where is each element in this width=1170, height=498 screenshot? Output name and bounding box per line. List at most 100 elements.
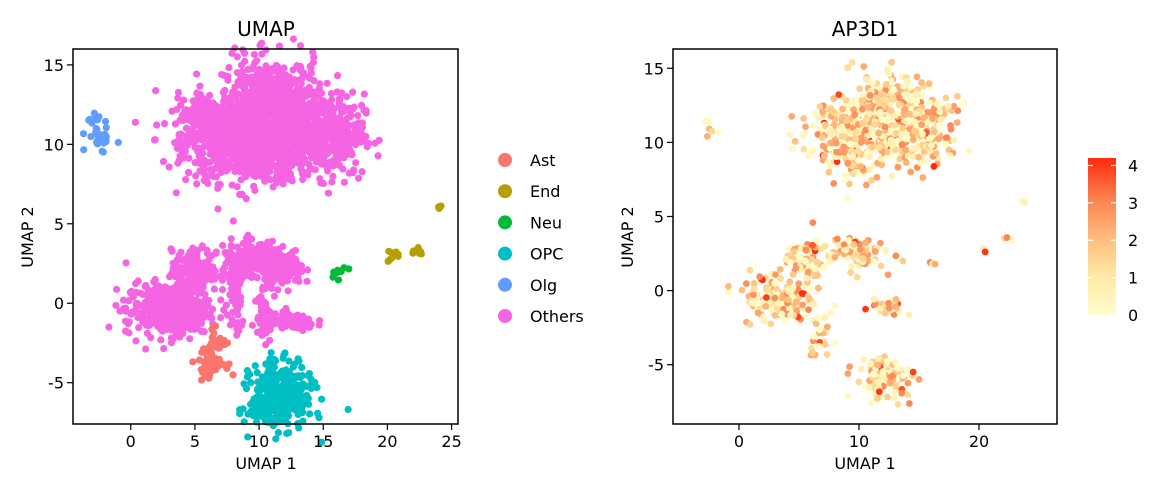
expression-point [816, 103, 824, 111]
expression-point [886, 384, 894, 392]
expression-point [792, 264, 800, 272]
point-others [227, 254, 235, 262]
expression-point [899, 124, 906, 132]
point-others [239, 239, 247, 248]
point-others [354, 111, 362, 120]
expression-point [892, 303, 900, 311]
expression-point [879, 368, 887, 375]
expression-point [818, 134, 826, 142]
point-opc [306, 410, 314, 418]
point-others [269, 64, 278, 72]
expression-point [827, 309, 834, 317]
point-opc [269, 414, 277, 423]
point-others [178, 137, 187, 145]
expression-point [875, 143, 883, 151]
point-others [296, 62, 304, 70]
point-others [274, 286, 282, 294]
expression-point [778, 310, 786, 318]
point-others [230, 132, 239, 140]
point-olg [93, 125, 101, 133]
expression-point [919, 130, 926, 138]
expression-point [918, 121, 925, 129]
point-opc [299, 417, 307, 425]
expression-point [870, 258, 878, 265]
point-opc [284, 371, 293, 380]
expression-point [812, 320, 820, 328]
point-others [119, 296, 128, 304]
point-others [262, 300, 270, 308]
point-others [255, 153, 263, 162]
point-others [184, 111, 192, 119]
point-others [206, 158, 214, 166]
expression-point [857, 162, 864, 170]
expression-point [875, 383, 883, 391]
point-ast [200, 358, 208, 366]
point-others [304, 73, 313, 81]
point-others [280, 321, 288, 329]
expression-point [821, 242, 829, 250]
point-ast [197, 365, 205, 374]
expression-point [725, 282, 732, 290]
point-others [221, 248, 229, 257]
expression-point [871, 300, 879, 308]
point-others [324, 189, 333, 197]
point-opc [274, 429, 283, 437]
expression-point [793, 298, 800, 306]
expression-point [814, 284, 822, 292]
expression-point [942, 94, 950, 102]
point-opc [295, 357, 303, 365]
point-others [327, 126, 335, 134]
umap-cluster-panel: UMAP 0 5 10 15 20 25 -5 0 5 10 15 UMAP 1 UMAP 2 A… [18, 17, 584, 473]
chart-title: AP3D1 [832, 17, 899, 41]
point-others [132, 280, 140, 288]
point-others [256, 319, 264, 327]
expression-point [875, 388, 883, 396]
point-others [236, 160, 244, 168]
expression-point [858, 97, 866, 105]
point-others [271, 137, 279, 146]
point-others [203, 273, 211, 281]
point-others [277, 150, 285, 159]
point-others [210, 273, 218, 282]
expression-point [862, 239, 870, 247]
expression-point [928, 141, 936, 149]
point-others [277, 139, 285, 147]
point-others [281, 253, 290, 261]
expression-point [887, 77, 895, 84]
point-olg [93, 140, 102, 148]
expression-point [885, 299, 892, 307]
point-others [248, 65, 256, 73]
expression-point [821, 314, 829, 321]
point-others [266, 336, 274, 344]
point-others [279, 75, 287, 83]
expression-point [899, 372, 907, 380]
expression-point [942, 140, 950, 148]
point-others [269, 183, 277, 191]
point-others [318, 153, 326, 161]
expression-point [889, 142, 896, 149]
point-opc [267, 398, 275, 406]
point-others [187, 282, 195, 290]
point-opc [257, 392, 265, 401]
point-others [176, 116, 184, 124]
expression-point [909, 368, 917, 376]
expression-point [835, 91, 843, 99]
point-opc [239, 405, 247, 413]
point-others [269, 95, 277, 104]
point-others [233, 325, 241, 333]
point-others [247, 73, 255, 81]
point-others [316, 128, 324, 136]
expression-point [788, 112, 796, 120]
point-others [277, 87, 285, 95]
expression-point [882, 246, 890, 254]
point-others [264, 75, 272, 83]
expression-point [868, 78, 876, 86]
point-others [169, 269, 177, 278]
point-opc [293, 393, 301, 401]
point-others [218, 115, 226, 123]
point-others [309, 48, 317, 56]
point-others [295, 107, 303, 115]
